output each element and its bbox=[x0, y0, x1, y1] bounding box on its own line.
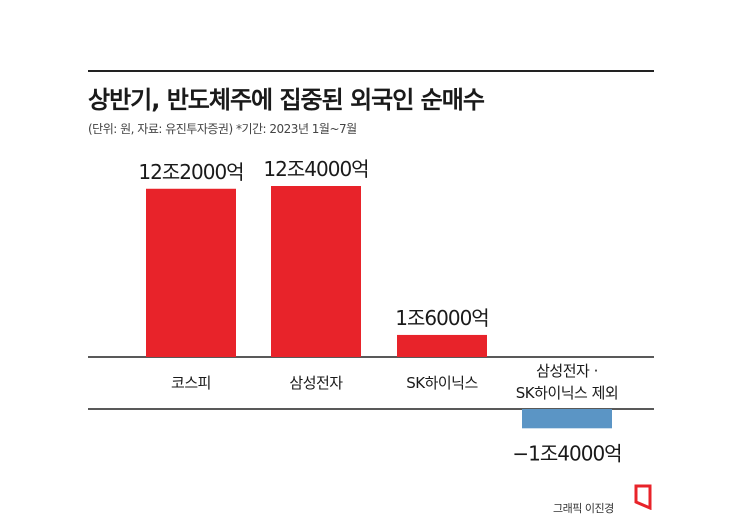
category-label: SK하이닉스 bbox=[406, 374, 478, 392]
data-label: 12조4000억 bbox=[263, 157, 368, 181]
bar bbox=[271, 186, 361, 357]
bar bbox=[397, 334, 487, 357]
category-label: 코스피 bbox=[171, 374, 211, 392]
category-label: 삼성전자 bbox=[289, 374, 343, 392]
category-label: 삼성전자 · bbox=[536, 362, 598, 380]
graphic-credit: 그래픽 이진경 bbox=[553, 502, 614, 515]
chart-subtitle: (단위: 원, 자료: 유진투자증권) *기간: 2023년 1월~7월 bbox=[88, 122, 357, 136]
bar bbox=[522, 409, 612, 429]
category-label: SK하이닉스 제외 bbox=[516, 384, 618, 402]
chart-title: 상반기, 반도체주에 집중된 외국인 순매수 bbox=[88, 86, 485, 114]
title-rule bbox=[88, 70, 654, 72]
data-label: 1조6000억 bbox=[395, 306, 488, 330]
bar bbox=[146, 188, 236, 357]
data-label: −1조4000억 bbox=[512, 441, 621, 465]
publisher-logo-icon bbox=[634, 484, 652, 510]
data-label: 12조2000억 bbox=[138, 160, 243, 184]
